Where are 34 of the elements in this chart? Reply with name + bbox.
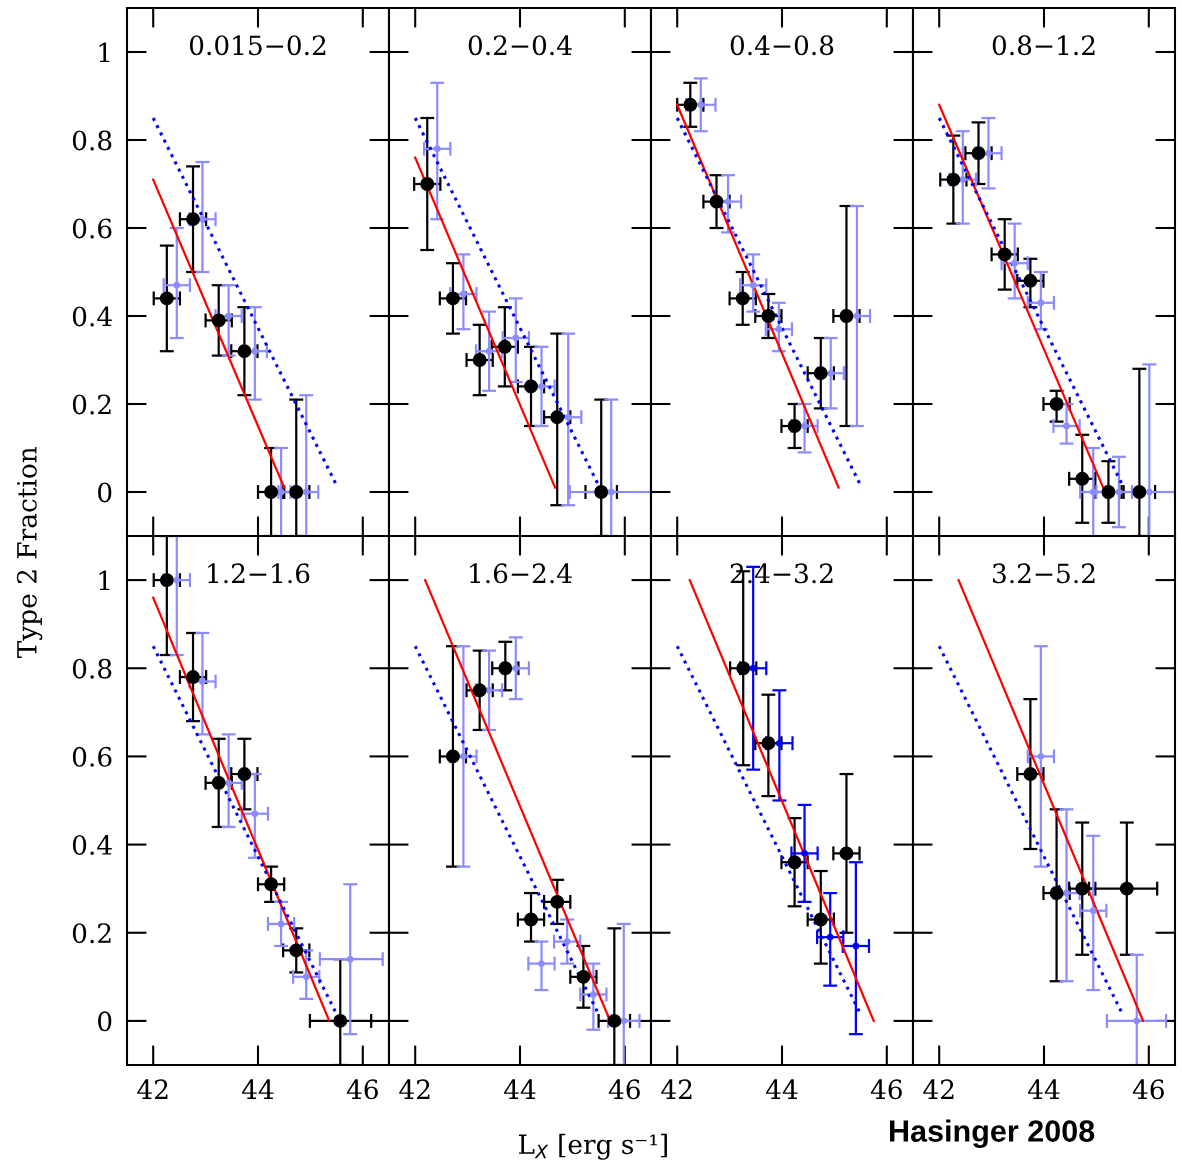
y-tick-label: 1 <box>99 42 110 63</box>
x-tick-label: 46 <box>870 1079 902 1100</box>
y-tick-label: 0.6 <box>72 746 112 767</box>
y-axis-title: Type 2 Fraction <box>16 447 43 658</box>
text: 1.6−2.4 <box>470 563 572 584</box>
y-tick-label: 0 <box>98 482 112 503</box>
y-tick-label: 1 <box>99 570 110 591</box>
x-tick-label: 46 <box>1132 1079 1164 1100</box>
text: 1.2−1.6 <box>208 563 310 584</box>
x-tick-label: 44 <box>766 1079 798 1099</box>
text: 3.2−5.2 <box>992 563 1095 584</box>
x-tick-label: 44 <box>242 1079 274 1099</box>
y-tick-label: 0.8 <box>72 658 112 679</box>
y-tick-label: 0 <box>98 1011 112 1032</box>
y-tick-label: 0.2 <box>72 923 111 944</box>
x-tick-label: 46 <box>608 1079 640 1100</box>
y-tick-label: 0.6 <box>72 218 112 239</box>
y-tick-label: 0.4 <box>72 835 112 855</box>
y-tick-label: 0.8 <box>72 130 112 151</box>
x-tick-label: 42 <box>399 1079 430 1099</box>
x-tick-label: 44 <box>504 1079 536 1099</box>
x-tick-label: 44 <box>1028 1079 1060 1099</box>
text: 0.2−0.4 <box>468 35 572 56</box>
text: 0.4−0.8 <box>730 35 834 56</box>
x-tick-label: 42 <box>137 1079 168 1099</box>
y-tick-label: 0.4 <box>72 306 112 327</box>
x-tick-label: 42 <box>661 1079 692 1099</box>
text: Hasinger 2008 <box>890 1119 1095 1149</box>
text: 0.8−1.2 <box>992 35 1095 56</box>
text: 0.015−0.2 <box>189 35 326 56</box>
x-tick-label: 46 <box>346 1079 378 1100</box>
x-axis-title: L$_{X}$ [erg s⁻¹] <box>518 1133 667 1160</box>
y-tick-label: 0.2 <box>72 394 111 415</box>
x-tick-label: 42 <box>923 1079 954 1099</box>
